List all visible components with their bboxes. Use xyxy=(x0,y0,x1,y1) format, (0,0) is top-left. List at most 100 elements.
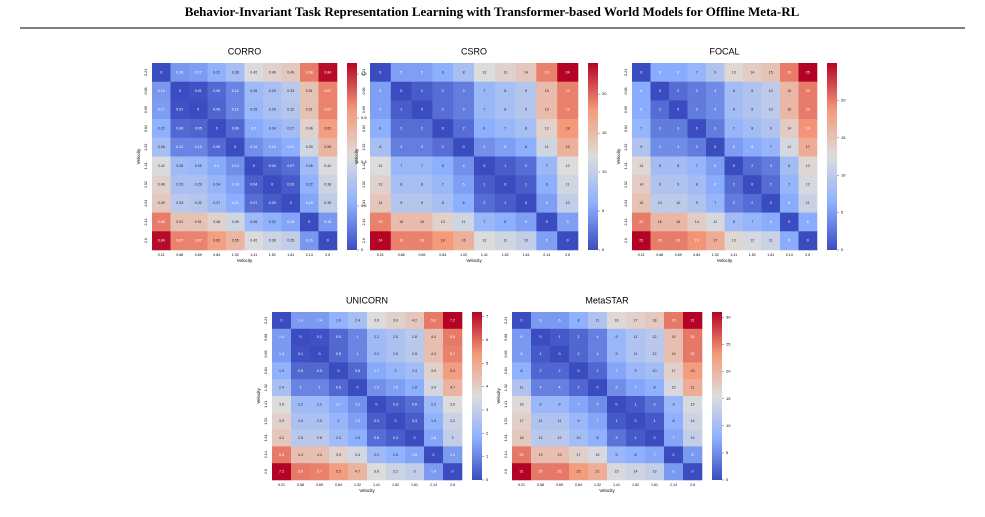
x-tick-label: 1.02 xyxy=(460,253,467,257)
heatmap-cell xyxy=(645,429,665,447)
cell-label: 0.46 xyxy=(158,183,165,187)
cell-label: 2 xyxy=(659,108,661,112)
heatmap-cell xyxy=(281,137,301,157)
cell-label: 20 xyxy=(639,220,643,224)
cell-label: 4.7 xyxy=(355,470,360,474)
cell-label: 0 xyxy=(788,220,790,224)
heatmap-cell xyxy=(152,193,171,213)
cell-label: 0 xyxy=(597,386,599,390)
cell-label: 25 xyxy=(691,352,695,356)
cell-label: 9 xyxy=(635,369,637,373)
cell-label: 17 xyxy=(577,453,581,457)
heatmap-cell xyxy=(300,119,319,139)
colorbar-tick-label: 5 xyxy=(486,360,489,365)
heatmap-cell xyxy=(780,175,799,195)
heatmap-cell xyxy=(424,312,444,330)
heatmap-cell xyxy=(263,63,282,82)
cell-label: 8 xyxy=(654,386,656,390)
cell-label: 0.12 xyxy=(232,89,239,93)
heatmap-cell xyxy=(263,156,282,176)
heatmap-cell xyxy=(272,412,292,430)
heatmap-cell xyxy=(370,193,392,213)
heatmap-cell xyxy=(474,119,496,139)
cell-label: 3.4 xyxy=(355,453,360,457)
heatmap-cell xyxy=(432,81,454,101)
colorbar-tick-label: 0.6 xyxy=(361,115,367,120)
heatmap-cell xyxy=(263,81,282,101)
heatmap-cell xyxy=(405,396,425,414)
heatmap-cell xyxy=(780,231,799,251)
colorbar-tick-label: 15 xyxy=(602,130,607,135)
y-axis-label: Velocity xyxy=(616,148,621,164)
cell-label: 3 xyxy=(414,470,416,474)
cell-label: 2 xyxy=(442,89,444,93)
cell-label: 3.6 xyxy=(450,402,455,406)
heatmap-cell xyxy=(318,212,338,232)
y-tick-label: 0.21 xyxy=(264,317,268,324)
cell-label: 0.3 xyxy=(374,419,379,423)
y-tick-label: 1.41 xyxy=(264,401,268,408)
heatmap-cell xyxy=(706,119,725,139)
cell-label: 1.5 xyxy=(355,419,360,423)
cell-label: 0.33 xyxy=(176,201,183,205)
cell-label: 2 xyxy=(540,369,542,373)
heatmap-cell xyxy=(189,119,208,139)
heatmap-cell xyxy=(226,175,245,195)
colorbar-tick-label: 0 xyxy=(361,247,364,252)
heatmap-cell xyxy=(281,100,301,120)
heatmap-cell xyxy=(798,231,818,251)
cell-label: 2.4 xyxy=(355,318,360,322)
cell-label: 0.42 xyxy=(250,239,257,243)
cell-label: 19 xyxy=(378,220,382,224)
cell-label: 11 xyxy=(462,220,466,224)
x-tick-label: 0.84 xyxy=(213,253,220,257)
cell-label: 15 xyxy=(615,470,619,474)
heatmap-cell xyxy=(588,463,608,481)
cell-label: 5 xyxy=(733,145,735,149)
heatmap-cell xyxy=(329,328,349,346)
heatmap-cell xyxy=(743,175,762,195)
heatmap-cell xyxy=(318,100,338,120)
heatmap-cell xyxy=(626,379,646,397)
cell-label: 3 xyxy=(463,108,465,112)
cell-label: 0 xyxy=(271,183,273,187)
cell-label: 7 xyxy=(483,89,485,93)
cell-label: 19 xyxy=(558,453,562,457)
heatmap-cell xyxy=(170,156,190,176)
heatmap-cell xyxy=(632,212,651,232)
heatmap-cell xyxy=(494,175,516,195)
cell-label: 17 xyxy=(713,239,717,243)
heatmap-cell xyxy=(226,193,245,213)
cell-label: 20 xyxy=(806,89,810,93)
cell-label: 31 xyxy=(691,318,695,322)
cell-label: 23 xyxy=(577,470,581,474)
heatmap-cell xyxy=(207,119,227,139)
cell-label: 14 xyxy=(691,419,695,423)
x-tick-label: 0.21 xyxy=(638,253,645,257)
heatmap-cell xyxy=(494,231,516,251)
cell-label: 6 xyxy=(546,183,548,187)
cell-label: 8 xyxy=(504,108,506,112)
heatmap-cell xyxy=(550,412,570,430)
heatmap-cell xyxy=(152,137,171,157)
heatmap-cell xyxy=(515,81,537,101)
cell-label: 5 xyxy=(597,402,599,406)
x-tick-label: 2.14 xyxy=(670,483,677,487)
cell-label: 4.2 xyxy=(279,436,284,440)
cell-label: 0 xyxy=(677,108,679,112)
cell-label: 12 xyxy=(653,335,657,339)
heatmap-cell xyxy=(189,212,208,232)
cell-label: 9 xyxy=(751,108,753,112)
heatmap-cell xyxy=(281,156,301,176)
heatmap-cell xyxy=(650,193,670,213)
cell-label: 3.4 xyxy=(431,386,436,390)
heatmap-cell xyxy=(588,396,608,414)
cell-label: 4 xyxy=(714,89,716,93)
cell-label: 2.8 xyxy=(412,335,417,339)
cell-label: 2.5 xyxy=(393,352,398,356)
cell-label: 6 xyxy=(504,220,506,224)
cell-label: 0 xyxy=(433,453,435,457)
cell-label: 6 xyxy=(463,201,465,205)
cell-label: 1 xyxy=(504,201,506,205)
heatmap-cell xyxy=(531,429,551,447)
